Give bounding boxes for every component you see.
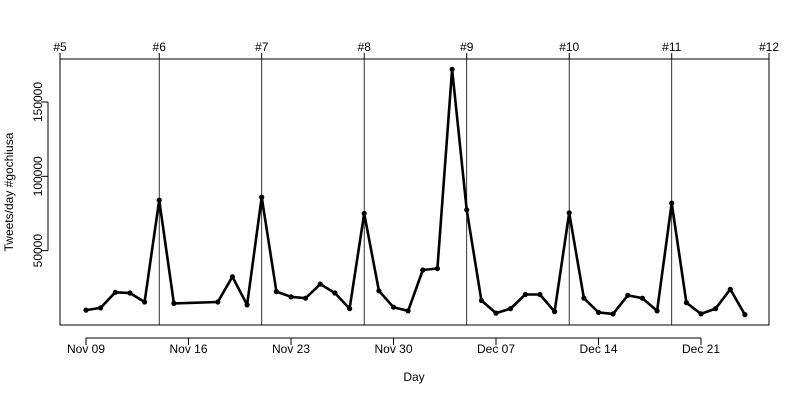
data-point [98,305,104,311]
series-line [84,68,747,316]
data-point [127,290,133,296]
x-tick-label: Dec 14 [579,342,617,356]
data-point [273,289,279,295]
data-point [288,294,294,300]
data-point [112,289,118,295]
episode-axis: #5 #6 #7 #8 #9 #10 #11 #12 [53,40,779,59]
x-tick-label: Nov 23 [272,342,310,356]
x-tick-label: Nov 16 [169,342,207,356]
x-tick-label: Nov 09 [67,342,105,356]
data-point [317,281,323,287]
data-point [332,290,338,296]
data-point [244,302,250,308]
episode-label: #9 [460,40,474,54]
data-point [215,299,221,305]
data-point [639,295,646,301]
series-layer [83,66,748,318]
y-tick-label: 50000 [31,234,45,268]
data-point [698,311,704,317]
data-point [683,300,690,306]
data-point [742,312,748,318]
data-point [420,267,426,273]
episode-label: #6 [153,40,167,54]
data-point [229,274,235,280]
data-point [303,295,309,301]
data-point [376,288,382,294]
data-point [259,194,265,200]
x-tick-label: Dec 07 [477,342,515,356]
data-point [390,304,397,310]
data-point [449,66,455,72]
x-axis: Nov 09 Nov 16 Nov 23 Nov 30 Dec 07 Dec 14 Dec … [67,337,720,356]
data-point [156,197,162,203]
plot-frame [59,58,770,326]
data-point [610,311,616,317]
x-tick-label: Nov 30 [374,342,412,356]
episode-label: #11 [662,40,681,54]
x-axis-title: Day [403,370,424,384]
x-tick-label: Dec 21 [682,342,720,356]
data-point [625,292,631,298]
data-point [727,286,733,292]
episode-label: #10 [559,40,579,54]
data-point [669,200,675,206]
data-point [83,307,89,313]
data-point [654,308,660,314]
data-point [464,207,470,213]
data-point [566,210,572,216]
data-point [142,299,148,305]
episode-label: #8 [358,40,372,54]
data-point [508,306,514,312]
y-axis: 50000 100000 150000 [31,82,49,268]
y-tick-label: 100000 [31,156,45,196]
data-point [434,265,440,272]
data-point [171,300,177,306]
episode-lines [158,59,673,325]
data-point [552,309,558,315]
data-point [347,306,353,312]
data-point [713,306,719,312]
data-point [595,309,602,315]
episode-label: #12 [759,40,779,54]
data-point [581,295,587,301]
data-point [361,210,367,217]
episode-label: #7 [255,40,269,54]
data-point [493,310,499,316]
episode-label: #5 [53,40,67,54]
data-point [522,291,528,298]
data-point [537,291,543,298]
data-point [405,308,411,314]
y-tick-label: 150000 [31,82,45,122]
y-axis-title: Tweets/day #gochiusa [2,132,16,251]
data-point [478,297,484,304]
